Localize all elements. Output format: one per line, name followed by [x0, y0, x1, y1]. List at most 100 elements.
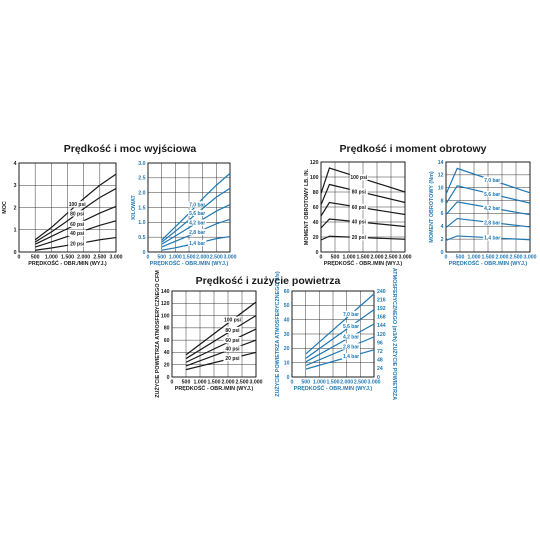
- y-tick-label: 4: [14, 161, 17, 167]
- series-label: 5,6 bar: [343, 324, 359, 330]
- chart-air-psi: 0 500 1.000 1.500 2.000 2.500 3.000 0 20 40 60 80 10…: [154, 270, 263, 398]
- y-tick-label: 40: [164, 350, 170, 356]
- x-tick-label: 1.000: [194, 380, 207, 386]
- series-label-bg: [68, 220, 87, 227]
- plot-frame: [18, 162, 117, 253]
- y-tick-label: 1: [14, 228, 17, 234]
- y-axis-label: ZUŻYCIE POWIETRZA ATMOSFERYCZNEGO CFM: [154, 270, 161, 398]
- y-tick-label: 120: [161, 301, 170, 307]
- series-label: 80 psi: [352, 189, 367, 195]
- series-label: 60 psi: [352, 205, 367, 211]
- y-tick-label: 8: [441, 198, 444, 204]
- x-tick-label: 1.500: [327, 380, 340, 386]
- y-tick-label: 14: [438, 160, 444, 166]
- series-label: 7,0 bar: [189, 202, 205, 208]
- y-tick-label: 2: [14, 205, 17, 211]
- y-right-tick-label: 96: [377, 340, 383, 346]
- y-tick-label: 80: [313, 190, 319, 196]
- x-tick-label: 1.000: [169, 255, 182, 261]
- y-right-tick-label: 120: [377, 332, 386, 338]
- x-axis-label: PRĘDKOŚĆ - OBR./MIN (WYJ.): [294, 384, 373, 392]
- series-label: 20 psi: [225, 356, 240, 362]
- series-label-bg: [349, 218, 368, 225]
- x-tick-label: 3.000: [368, 380, 381, 386]
- plot-frame: [291, 290, 375, 378]
- y-tick-label: 100: [310, 175, 319, 181]
- x-tick-label: 1.500: [357, 255, 370, 261]
- series-label-bg: [68, 210, 87, 217]
- y-right-tick-label: 144: [377, 323, 386, 329]
- x-tick-label: 2.500: [210, 255, 223, 261]
- y-right-axis-label: ATMOSFERYCZNEGO (m3/h) ZUŻYCIE POWIETRZA: [391, 268, 398, 400]
- plot-frame: [147, 162, 231, 253]
- series-label: 80 psi: [225, 328, 240, 334]
- series-label-bg: [68, 229, 87, 237]
- y-tick-label: 0: [316, 250, 319, 256]
- x-axis-label: PRĘDKOŚĆ - OBR./MIN (WYJ.): [449, 259, 528, 267]
- series-label: 2,8 bar: [484, 220, 500, 226]
- x-tick-label: 3.000: [524, 255, 537, 261]
- x-tick-label: 1.500: [208, 380, 221, 386]
- y-tick-label: 0: [441, 250, 444, 256]
- series-line: [445, 185, 531, 205]
- series-line: [185, 351, 257, 371]
- x-axis-label: PRĘDKOŚĆ - OBR./MIN (WYJ.): [324, 259, 403, 267]
- x-tick-label: 1.000: [313, 380, 326, 386]
- series-label-bg: [349, 174, 368, 181]
- x-tick-label: 1.500: [61, 255, 74, 261]
- series-label-bg: [68, 240, 87, 247]
- x-tick-label: 500: [31, 255, 40, 261]
- plot-frame: [171, 290, 257, 378]
- y-tick-label: 10: [438, 186, 444, 192]
- x-tick-label: 2.000: [496, 255, 509, 261]
- series-label-bg: [223, 337, 242, 344]
- series-label-bg: [188, 209, 207, 217]
- x-tick-label: 2.500: [385, 255, 398, 261]
- y-tick-label: 0: [167, 375, 170, 381]
- x-tick-label: 3.000: [250, 380, 263, 386]
- y-tick-label: 0: [14, 250, 17, 256]
- x-tick-label: 3.000: [224, 255, 237, 261]
- y-tick-label: 100: [161, 313, 170, 319]
- y-tick-label: 40: [284, 317, 290, 323]
- series-label-bg: [223, 345, 242, 352]
- series-label: 40 psi: [70, 231, 85, 237]
- y-tick-label: 6: [441, 211, 444, 217]
- series-line: [320, 201, 406, 217]
- chart-power-psi: 0 500 1.000 1.500 2.000 2.500 3.000 0 1 2 3 4 PRĘDKO…: [2, 161, 123, 267]
- series-label-bg: [342, 322, 361, 330]
- series-label: 7,0 bar: [484, 178, 500, 184]
- y-axis-label: ZUŻYCIE POWIETRZA ATMOSFERYCZNEGO (l/s): [274, 271, 281, 397]
- chart-torque-psi: 0 500 1.000 1.500 2.000 2.500 3.000 0 20 40 60 80 10…: [304, 160, 412, 267]
- series-label: 7,0 bar: [343, 312, 359, 318]
- y-tick-label: 20: [284, 346, 290, 352]
- x-tick-label: 0: [171, 380, 174, 386]
- series-line: [185, 301, 257, 356]
- x-tick-label: 1.000: [468, 255, 481, 261]
- y-tick-label: 4: [441, 224, 444, 230]
- y-tick-label: 50: [284, 303, 290, 309]
- chart-air-bar: 0 500 1.000 1.500 2.000 2.500 3.00001020304050…: [274, 268, 398, 400]
- y-tick-label: 3: [14, 183, 17, 189]
- series-label: 2,8 bar: [189, 230, 205, 236]
- x-tick-label: 1.500: [482, 255, 495, 261]
- x-tick-label: 0: [445, 255, 448, 261]
- y-tick-label: 60: [164, 338, 170, 344]
- series-label-bg: [188, 201, 207, 208]
- y-right-tick-label: 168: [377, 315, 386, 321]
- y-tick-label: 20: [164, 363, 170, 369]
- x-tick-label: 1.000: [45, 255, 58, 261]
- series-line: [305, 309, 375, 359]
- x-tick-label: 500: [182, 380, 191, 386]
- x-tick-label: 0: [147, 255, 150, 261]
- x-tick-label: 500: [331, 255, 340, 261]
- y-right-tick-label: 0: [377, 375, 380, 381]
- series-label: 4,2 bar: [189, 220, 205, 226]
- series-label-bg: [342, 310, 361, 318]
- x-tick-label: 2.000: [371, 255, 384, 261]
- x-tick-label: 500: [456, 255, 465, 261]
- y-tick-label: 1.0: [138, 220, 145, 226]
- series-label-bg: [223, 326, 242, 334]
- series-label: 1,4 bar: [189, 241, 205, 247]
